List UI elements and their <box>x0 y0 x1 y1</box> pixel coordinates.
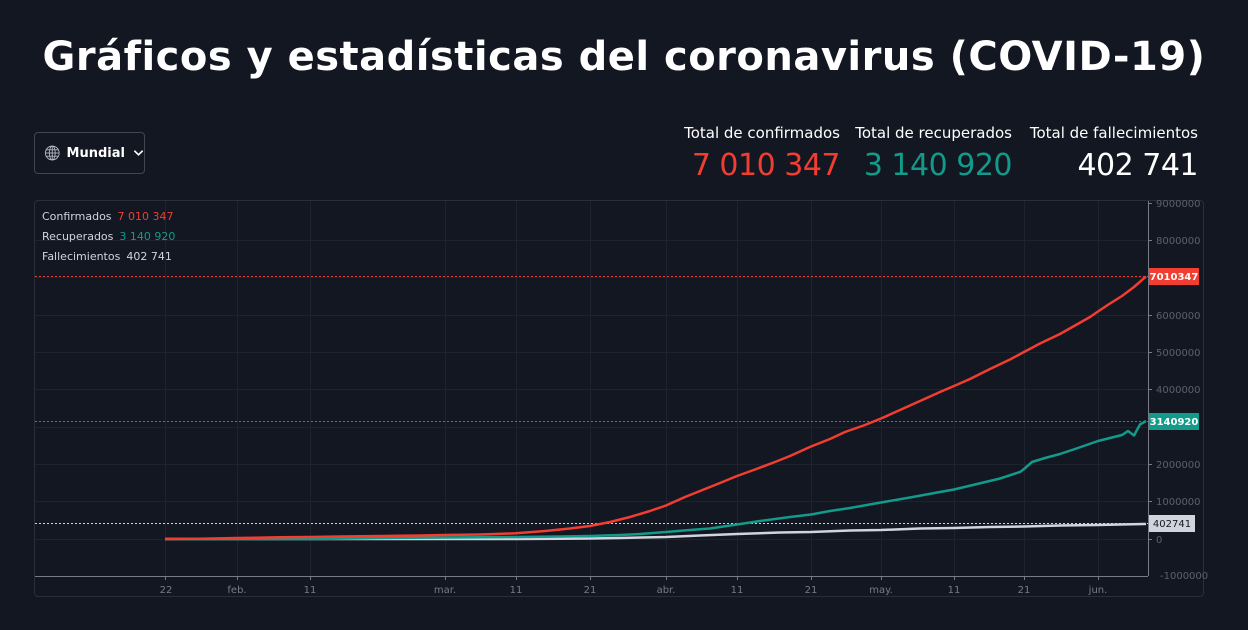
chart-container[interactable] <box>34 200 1204 597</box>
svg-text:2000000: 2000000 <box>1156 460 1201 471</box>
stat-recovered-label: Total de recuperados <box>855 124 1012 142</box>
stat-confirmed: Total de confirmados 7 010 347 <box>684 124 840 183</box>
region-selector[interactable]: Mundial <box>34 132 145 174</box>
svg-text:8000000: 8000000 <box>1156 236 1201 247</box>
legend-label: Recuperados <box>42 230 114 243</box>
svg-text:11: 11 <box>510 585 523 596</box>
svg-text:0: 0 <box>1156 535 1162 546</box>
stat-deaths-value: 402 741 <box>1077 148 1198 183</box>
stat-confirmed-label: Total de confirmados <box>684 124 840 142</box>
stat-deaths-label: Total de fallecimientos <box>1029 124 1198 142</box>
svg-text:may.: may. <box>869 585 893 596</box>
svg-text:11: 11 <box>948 585 961 596</box>
grid-vertical <box>165 201 1099 576</box>
svg-text:5000000: 5000000 <box>1156 348 1201 359</box>
legend-item-confirmed: Confirmados 7 010 347 <box>42 207 175 227</box>
legend-item-deaths: Fallecimientos 402 741 <box>42 247 175 267</box>
x-axis-labels: 22 feb. 11 mar. 11 21 abr. 11 21 may. 11… <box>160 585 1108 596</box>
svg-text:9000000: 9000000 <box>1156 199 1201 210</box>
chevron-down-icon <box>133 150 143 156</box>
stat-deaths: Total de fallecimientos 402 741 <box>1029 124 1199 183</box>
svg-text:21: 21 <box>1018 585 1031 596</box>
svg-text:abr.: abr. <box>657 585 676 596</box>
grid-horizontal <box>35 240 1148 540</box>
globe-icon <box>44 145 60 161</box>
svg-text:6000000: 6000000 <box>1156 311 1201 322</box>
svg-text:22: 22 <box>160 585 173 596</box>
legend-label: Confirmados <box>42 210 112 223</box>
stat-confirmed-value: 7 010 347 <box>691 148 841 183</box>
svg-text:11: 11 <box>731 585 744 596</box>
svg-text:jun.: jun. <box>1088 585 1108 596</box>
svg-text:402741: 402741 <box>1153 519 1191 530</box>
svg-text:feb.: feb. <box>227 585 246 596</box>
svg-text:7010347: 7010347 <box>1150 272 1199 283</box>
confirmed-price-label: 7010347 <box>1149 268 1199 285</box>
legend-value: 3 140 920 <box>119 230 176 243</box>
legend-label: Fallecimientos <box>42 250 121 263</box>
confirmed-line[interactable] <box>164 275 1147 541</box>
legend-value: 7 010 347 <box>117 210 174 223</box>
y-axis-labels: 9000000 8000000 6000000 5000000 4000000 … <box>1156 199 1208 582</box>
svg-text:3140920: 3140920 <box>1150 417 1199 428</box>
deaths-line[interactable] <box>165 522 1147 541</box>
svg-text:-1000000: -1000000 <box>1160 571 1208 582</box>
svg-text:1000000: 1000000 <box>1156 497 1201 508</box>
stat-recovered: Total de recuperados 3 140 920 <box>855 124 1012 183</box>
chart-legend: Confirmados 7 010 347 Recuperados 3 140 92… <box>42 207 175 267</box>
deaths-price-label: 402741 <box>1149 515 1195 532</box>
legend-value: 402 741 <box>126 250 172 263</box>
svg-text:mar.: mar. <box>434 585 456 596</box>
legend-item-recovered: Recuperados 3 140 920 <box>42 227 175 247</box>
recovered-price-label: 3140920 <box>1149 413 1199 430</box>
stat-recovered-value: 3 140 920 <box>863 148 1013 183</box>
svg-text:21: 21 <box>805 585 818 596</box>
region-selector-label: Mundial <box>66 145 125 161</box>
svg-text:11: 11 <box>304 585 317 596</box>
page-title: Gráficos y estadísticas del coronavirus … <box>42 34 1206 80</box>
svg-text:4000000: 4000000 <box>1156 385 1201 396</box>
y-axis-ticks <box>1148 203 1152 540</box>
x-axis-ticks <box>165 576 1099 580</box>
svg-text:21: 21 <box>584 585 597 596</box>
recovered-line[interactable] <box>165 419 1147 541</box>
